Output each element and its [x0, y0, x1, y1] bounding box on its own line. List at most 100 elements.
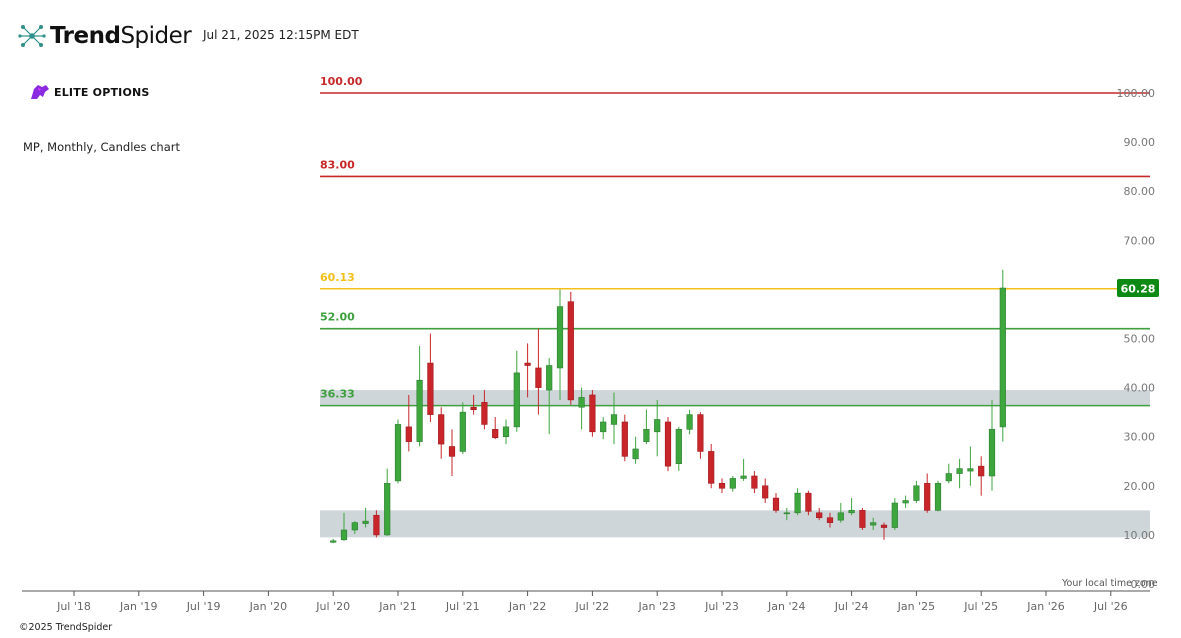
header: Trend Spider: [18, 18, 192, 54]
sponsor-name: ELITE OPTIONS: [54, 85, 150, 99]
candle-down: [621, 421, 628, 457]
candles-layer: [330, 269, 1006, 544]
candle-up: [934, 483, 942, 511]
candle-down: [826, 517, 834, 523]
candle-down: [481, 402, 488, 425]
candle-up: [967, 468, 974, 472]
candle-up: [330, 540, 337, 543]
x-tick-label: Jul '18: [56, 600, 91, 613]
panther-icon: [31, 85, 49, 99]
x-tick-label: Jul '26: [1093, 600, 1128, 613]
y-tick-label: 10.00: [1124, 529, 1156, 542]
levels-layer: 100.00 83.00 60.13 52.00 36.33: [320, 75, 1150, 407]
candle-down: [978, 465, 985, 477]
candle-down: [751, 475, 758, 489]
candle-up: [546, 365, 553, 391]
candle-down: [772, 497, 780, 511]
brand-spider: Spider: [120, 23, 192, 49]
last-price-tag: [1117, 279, 1159, 298]
candle-up: [578, 397, 585, 408]
candle-up: [654, 419, 661, 433]
level-label: 60.13: [320, 271, 355, 284]
x-tick-label: Jan '21: [378, 600, 416, 613]
candle-down: [697, 414, 704, 452]
candle-up: [945, 473, 952, 482]
candle-up: [351, 522, 358, 531]
zones-layer: [320, 390, 1150, 538]
price-tag-layer: 60.28: [1117, 279, 1159, 298]
x-tick-label: Jul '21: [445, 600, 480, 613]
local-time-label: Your local time zone: [1062, 578, 1158, 589]
brand-trend: Trend: [50, 23, 121, 49]
x-tick-label: Jan '26: [1026, 600, 1064, 613]
sponsor-logo: ELITE OPTIONS: [30, 83, 150, 101]
candle-down: [427, 362, 434, 415]
candle-up: [956, 468, 963, 474]
candle-up: [902, 500, 909, 504]
candle-down: [805, 492, 812, 512]
candle-down: [708, 451, 715, 484]
candle-up: [675, 429, 682, 465]
candle-down: [589, 394, 596, 433]
zone-band: [320, 510, 1150, 538]
candle-down: [762, 485, 769, 499]
candle-up: [384, 483, 391, 536]
level-label: 36.33: [320, 388, 355, 401]
zone-band: [320, 390, 1150, 406]
candle-up: [556, 306, 564, 369]
y-tick-label: 80.00: [1124, 185, 1156, 198]
y-tick-label: 20.00: [1124, 480, 1156, 493]
copyright: ©2025 TrendSpider: [19, 622, 113, 633]
y-tick-label: 70.00: [1124, 234, 1156, 247]
x-tick-label: Jul '25: [963, 600, 998, 613]
candle-down: [448, 446, 456, 457]
candle-up: [610, 414, 618, 425]
candle-up: [459, 411, 466, 452]
candle-down: [718, 483, 726, 489]
y-tick-label: 0.00: [1131, 578, 1156, 591]
candle-down: [405, 426, 412, 442]
candle-up: [891, 502, 898, 528]
spider-network-icon: [18, 25, 46, 47]
chart-description: MP, Monthly, Candles chart: [23, 140, 181, 154]
x-axis: Jul '18 Jan '19 Jul '19 Jan '20 Jul '20 Jan '…: [56, 591, 1128, 613]
candle-down: [924, 483, 931, 511]
candle-up: [340, 529, 348, 541]
level-label: 52.00: [320, 311, 355, 324]
level-label: 100.00: [320, 75, 363, 88]
candle-up: [999, 287, 1006, 428]
x-tick-label: Jul '22: [575, 600, 610, 613]
candle-up: [848, 510, 855, 514]
x-tick-label: Jan '19: [119, 600, 157, 613]
candle-down: [880, 524, 888, 528]
candle-up: [632, 448, 639, 460]
last-price-label: 60.28: [1121, 283, 1156, 296]
candle-down: [535, 367, 542, 388]
candle-down: [816, 512, 823, 519]
candle-down: [524, 362, 531, 366]
candle-up: [502, 426, 510, 438]
candle-up: [783, 512, 790, 515]
x-tick-label: Jan '24: [767, 600, 805, 613]
candle-up: [837, 512, 844, 521]
candle-down: [470, 406, 477, 410]
y-tick-label: 30.00: [1124, 431, 1156, 444]
y-tick-label: 40.00: [1124, 382, 1156, 395]
candle-up: [643, 429, 650, 442]
candle-up: [394, 424, 402, 482]
candle-up: [794, 492, 801, 514]
x-tick-label: Jul '24: [834, 600, 869, 613]
y-tick-label: 50.00: [1124, 333, 1156, 346]
candle-up: [686, 414, 693, 430]
y-tick-label: 90.00: [1124, 136, 1156, 149]
candle-up: [870, 522, 877, 526]
candle-up: [513, 372, 520, 428]
x-tick-label: Jan '20: [249, 600, 287, 613]
x-tick-label: Jul '23: [704, 600, 739, 613]
x-tick-label: Jan '25: [897, 600, 935, 613]
candle-up: [740, 475, 747, 479]
candle-down: [492, 429, 499, 438]
candle-up: [729, 478, 736, 489]
candle-up: [913, 485, 920, 501]
